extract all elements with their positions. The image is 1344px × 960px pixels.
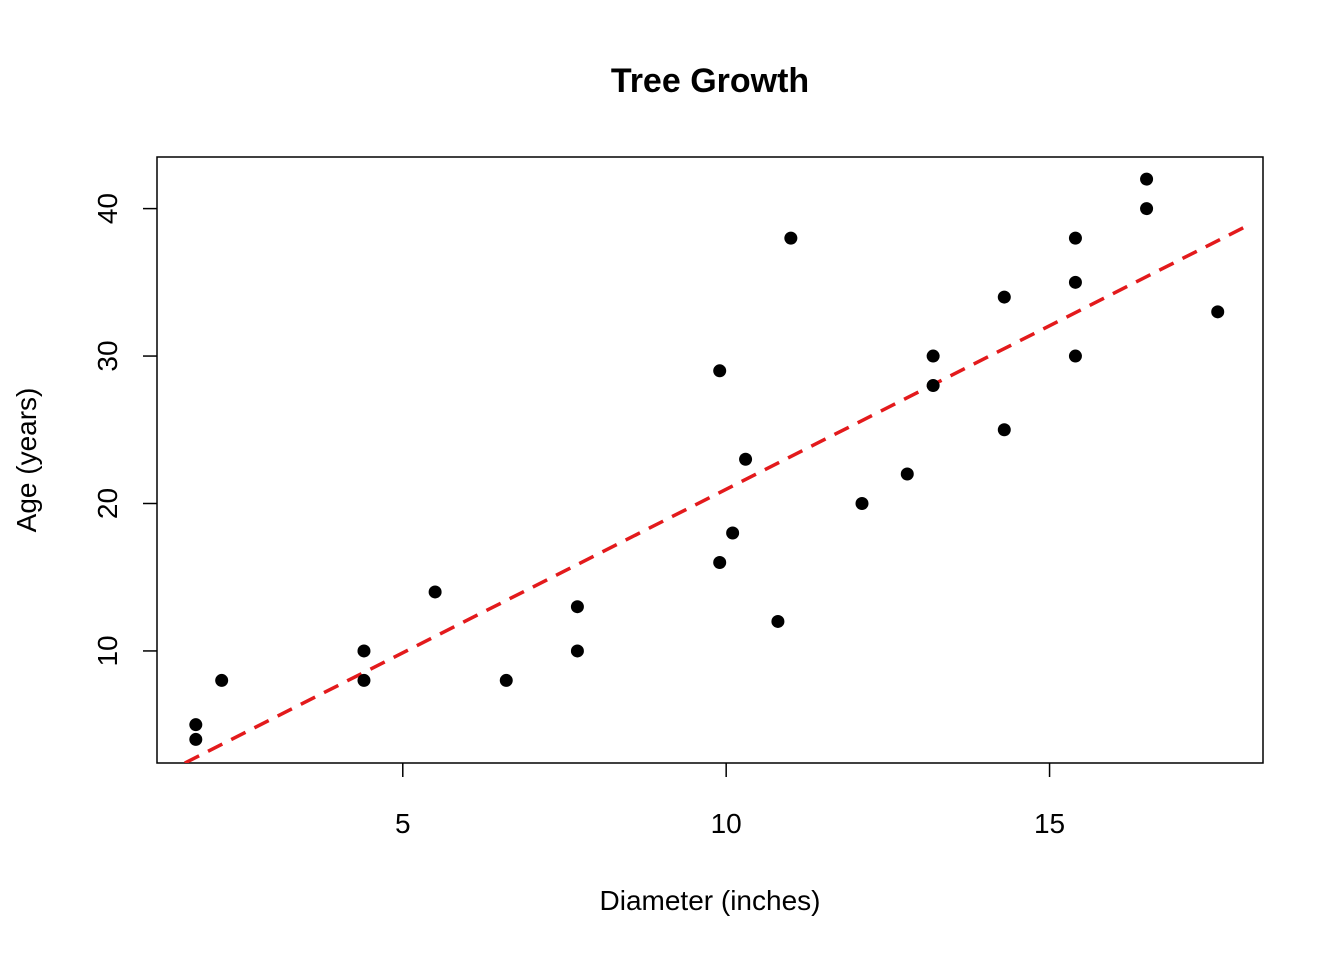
data-point <box>997 290 1011 304</box>
data-point <box>855 496 869 510</box>
data-point <box>189 718 203 732</box>
data-point <box>570 644 584 658</box>
y-tick-label: 40 <box>92 193 123 224</box>
data-point <box>997 423 1011 437</box>
data-point <box>726 526 740 540</box>
data-point <box>189 732 203 746</box>
data-point <box>1068 231 1082 245</box>
data-point <box>1068 275 1082 289</box>
data-point <box>357 644 371 658</box>
data-point <box>784 231 798 245</box>
data-point <box>570 600 584 614</box>
data-point <box>926 379 940 393</box>
data-point <box>1140 172 1154 186</box>
data-point <box>1140 202 1154 216</box>
data-point <box>499 673 513 687</box>
x-tick-label: 10 <box>711 808 742 839</box>
data-point <box>739 452 753 466</box>
data-point <box>900 467 914 481</box>
data-point <box>713 364 727 378</box>
y-tick-label: 10 <box>92 635 123 666</box>
regression-line <box>184 221 1253 763</box>
y-tick-label: 20 <box>92 488 123 519</box>
x-tick-label: 15 <box>1034 808 1065 839</box>
data-point <box>926 349 940 363</box>
plot-area: 5 10 15 10 20 30 40 <box>92 156 1264 839</box>
data-point <box>1211 305 1225 319</box>
chart-title: Tree Growth <box>611 62 809 100</box>
data-point <box>215 673 229 687</box>
data-point <box>357 673 371 687</box>
data-point <box>1068 349 1082 363</box>
x-tick-label: 5 <box>395 808 411 839</box>
y-axis-label: Age (years) <box>11 388 42 533</box>
data-point <box>771 614 785 628</box>
data-point <box>713 555 727 569</box>
plot-frame <box>156 156 1264 764</box>
data-point <box>428 585 442 599</box>
x-axis-label: Diameter (inches) <box>600 885 821 916</box>
y-tick-label: 30 <box>92 340 123 371</box>
